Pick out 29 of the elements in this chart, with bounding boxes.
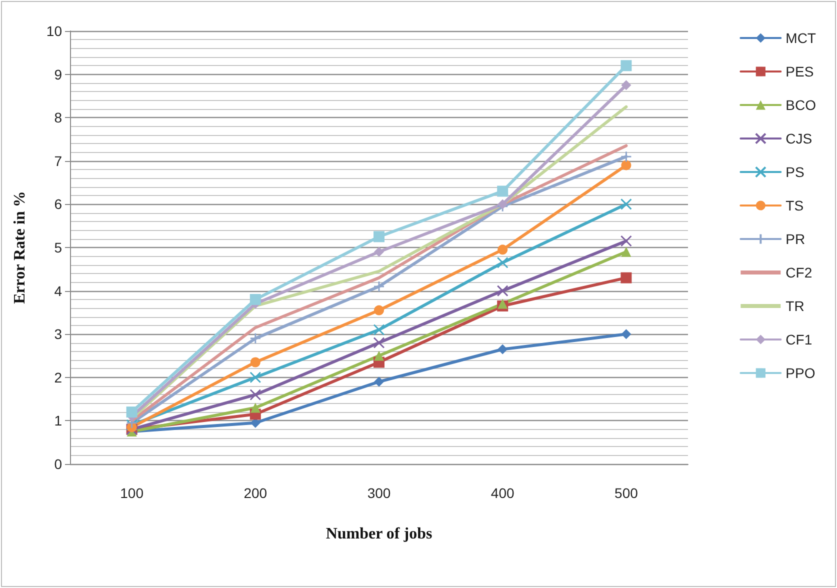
y-tick-label: 9	[54, 66, 62, 82]
legend-label: TS	[786, 198, 804, 214]
legend-label: PR	[786, 231, 806, 247]
x-tick-label: 200	[244, 485, 268, 501]
y-axis-title: Error Rate in %	[12, 191, 28, 304]
y-tick-label: 6	[54, 196, 62, 212]
y-tick-label: 0	[54, 456, 62, 472]
x-tick-label: 400	[490, 485, 514, 501]
y-tick-label: 1	[54, 412, 62, 429]
legend-label: CF1	[786, 332, 812, 348]
legend-label: BCO	[786, 97, 816, 113]
x-tick-label: 500	[614, 485, 638, 501]
y-tick-label: 3	[54, 326, 62, 342]
x-tick-label: 300	[367, 485, 391, 501]
legend-label: MCT	[786, 30, 816, 46]
y-tick-label: 8	[54, 110, 62, 126]
y-tick-label: 4	[54, 282, 62, 299]
legend-label: CJS	[786, 130, 812, 146]
legend-label: PES	[786, 64, 814, 80]
legend-label: PS	[786, 164, 804, 180]
y-tick-label: 10	[46, 23, 62, 39]
y-tick-label: 7	[54, 152, 62, 169]
y-tick-label: 2	[54, 369, 62, 386]
legend-label: PPO	[786, 365, 816, 381]
x-tick-label: 100	[120, 485, 144, 501]
legend-label: TR	[786, 298, 804, 314]
legend-label: CF2	[786, 264, 812, 280]
x-axis-title: Number of jobs	[326, 526, 432, 542]
y-tick-label: 5	[54, 240, 62, 256]
